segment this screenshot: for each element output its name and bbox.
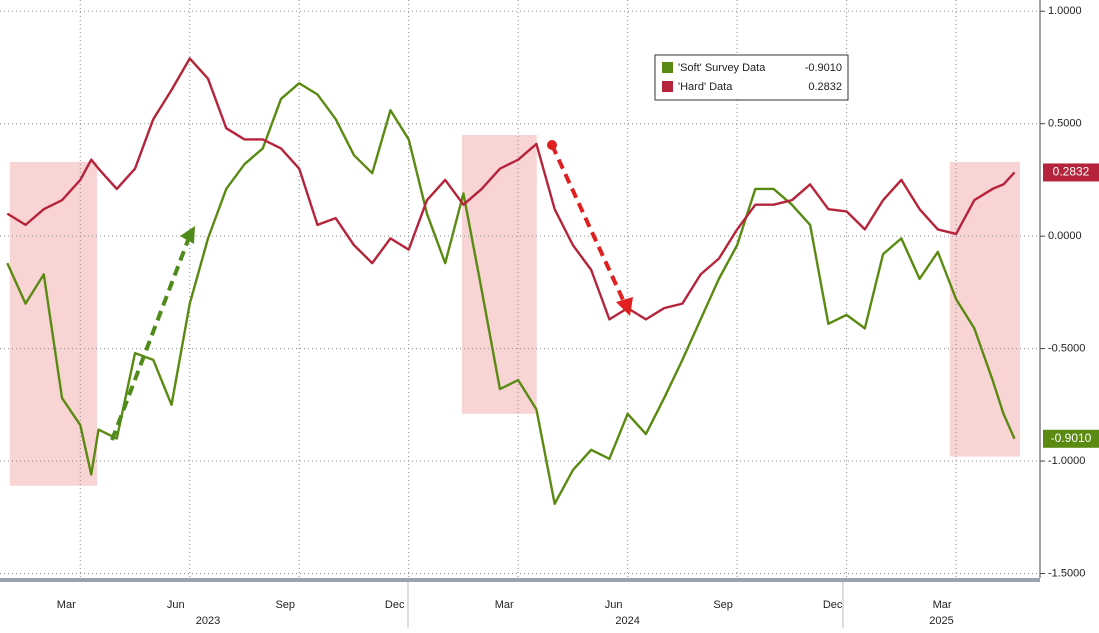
series-line [6, 57, 1016, 321]
last-value-label: 0.2832 [1053, 165, 1090, 179]
legend-value: 0.2832 [808, 81, 842, 93]
legend: 'Soft' Survey Data -0.9010 'Hard' Data 0… [654, 54, 849, 101]
x-tick-label: Mar [933, 599, 952, 611]
legend-swatch [662, 81, 673, 92]
shaded-region [461, 134, 537, 414]
red-arrow-head [616, 297, 633, 316]
y-tick-label: 0.0000 [1048, 230, 1082, 242]
y-tick-label: 0.5000 [1048, 118, 1082, 130]
x-tick-label: Sep [713, 599, 733, 611]
x-tick-label: Jun [605, 599, 623, 611]
x-tick-label: Mar [495, 599, 514, 611]
red-arrow [550, 144, 626, 303]
y-tick-label: -0.5000 [1048, 343, 1085, 355]
x-tick-label: Dec [385, 599, 405, 611]
green-arrow-head [180, 226, 195, 244]
last-value-label: -0.9010 [1051, 431, 1092, 445]
y-tick-label: -1.5000 [1048, 567, 1085, 579]
legend-label: 'Soft' Survey Data [678, 62, 766, 74]
year-label: 2024 [615, 615, 639, 627]
y-tick-label: -1.0000 [1048, 455, 1085, 467]
x-axis-band [0, 578, 1040, 582]
last-value-tag [1043, 163, 1099, 182]
year-label: 2023 [196, 615, 220, 627]
legend-label: 'Hard' Data [678, 81, 733, 93]
shaded-layer [9, 134, 1020, 486]
shaded-region [949, 161, 1020, 457]
x-tick-label: Mar [57, 599, 76, 611]
y-tick-label: 1.0000 [1048, 5, 1082, 17]
series-line [6, 82, 1016, 505]
x-tick-label: Dec [823, 599, 843, 611]
x-tick-label: Sep [275, 599, 295, 611]
x-tick-label: Jun [167, 599, 185, 611]
legend-box [654, 54, 849, 101]
year-label: 2025 [929, 615, 953, 627]
green-arrow [110, 234, 192, 441]
grid-layer [0, 0, 1040, 578]
line-layer [6, 57, 1016, 505]
legend-value: -0.9010 [805, 62, 842, 74]
legend-swatch [662, 62, 673, 73]
last-value-tag [1043, 429, 1099, 448]
